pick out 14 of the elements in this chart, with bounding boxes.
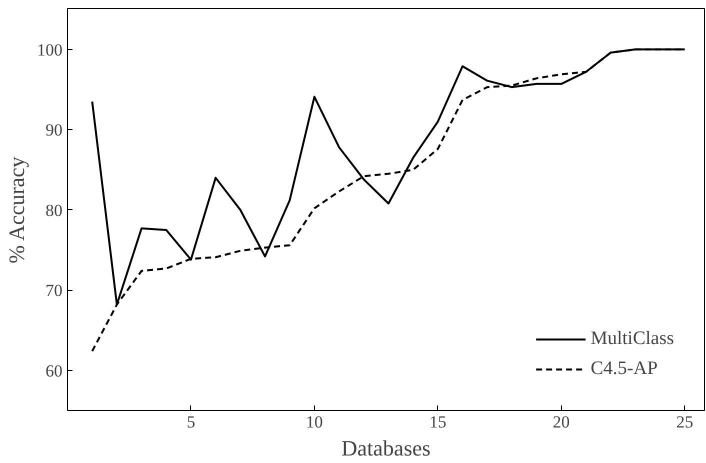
x-axis-title: Databases: [341, 436, 431, 460]
y-tick-label: 80: [46, 200, 62, 220]
y-tick-label: 70: [46, 281, 62, 300]
legend-label: C4.5-AP: [590, 358, 658, 380]
y-tick-label: 100: [37, 40, 62, 60]
x-tick-label: 10: [306, 412, 323, 432]
x-tick-label: 20: [552, 412, 570, 432]
x-tick-label: 15: [429, 412, 446, 432]
x-tick-label: 5: [186, 412, 196, 432]
legend-label: MultiClass: [590, 328, 674, 350]
y-axis-title: % Accuracy: [4, 156, 29, 264]
x-tick-label: 25: [676, 412, 694, 432]
y-tick-label: 90: [46, 120, 62, 140]
y-tick-label: 60: [46, 361, 62, 380]
